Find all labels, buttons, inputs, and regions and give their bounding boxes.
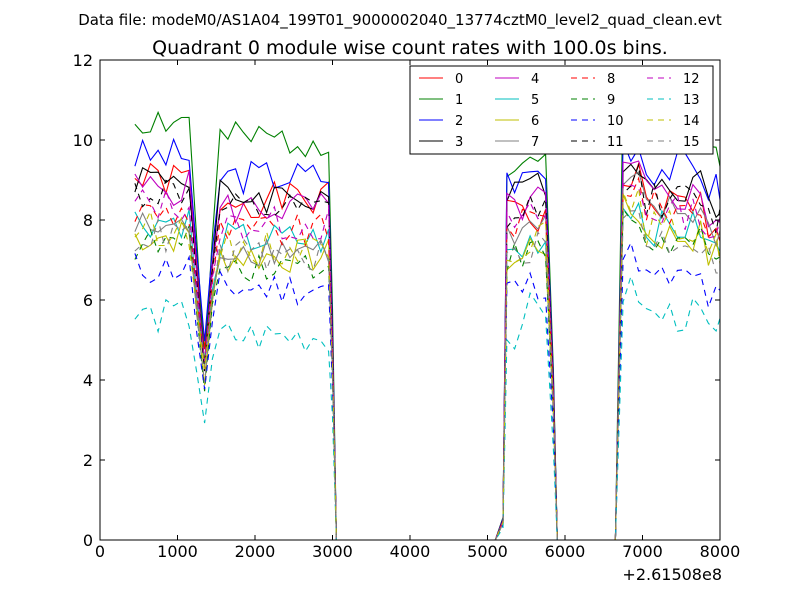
legend-label-6: 6 <box>531 114 539 129</box>
y-tick-label: 8 <box>83 211 93 230</box>
x-offset-label: +2.61508e8 <box>622 565 722 584</box>
series-line-12 <box>134 183 721 541</box>
legend-label-8: 8 <box>607 72 615 87</box>
legend-label-1: 1 <box>455 93 463 108</box>
series-line-11 <box>134 163 721 541</box>
chart-title: Quadrant 0 module wise count rates with … <box>152 37 668 59</box>
y-tick-label: 2 <box>83 451 93 470</box>
legend-label-11: 11 <box>607 135 624 150</box>
legend-label-4: 4 <box>531 72 539 87</box>
legend-label-14: 14 <box>683 114 700 129</box>
series-line-10 <box>134 241 721 541</box>
y-tick-label: 10 <box>73 131 93 150</box>
legend-label-7: 7 <box>531 135 539 150</box>
legend-label-0: 0 <box>455 72 463 87</box>
data-file-suptitle: Data file: modeM0/AS1A04_199T01_90000020… <box>78 11 722 30</box>
plot-lines <box>134 89 721 541</box>
legend-label-10: 10 <box>607 114 624 129</box>
legend-label-3: 3 <box>455 135 463 150</box>
legend-label-9: 9 <box>607 93 615 108</box>
y-tick-label: 6 <box>83 291 93 310</box>
x-tick-label: 4000 <box>390 542 431 561</box>
x-tick-label: 7000 <box>622 542 663 561</box>
legend-label-15: 15 <box>683 135 700 150</box>
series-line-15 <box>134 210 720 541</box>
series-line-14 <box>134 188 721 541</box>
legend-label-13: 13 <box>683 93 700 108</box>
x-tick-label: 1000 <box>157 542 198 561</box>
y-tick-label: 0 <box>83 531 93 550</box>
x-tick-label: 8000 <box>700 542 741 561</box>
x-tick-label: 3000 <box>312 542 353 561</box>
legend-label-12: 12 <box>683 72 700 87</box>
series-line-2 <box>134 137 721 541</box>
series-line-4 <box>134 160 721 541</box>
x-axis: 0 1000 2000 3000 4000 5000 6000 7000 8000 <box>95 60 740 561</box>
x-tick-label: 2000 <box>235 542 276 561</box>
x-tick-label: 5000 <box>467 542 508 561</box>
y-tick-label: 12 <box>73 51 93 70</box>
x-tick-label: 6000 <box>545 542 586 561</box>
series-line-13 <box>134 274 721 541</box>
legend-frame <box>409 65 714 155</box>
legend-label-5: 5 <box>531 93 539 108</box>
series-line-5 <box>134 201 721 541</box>
legend-label-2: 2 <box>455 114 463 129</box>
y-tick-label: 4 <box>83 371 93 390</box>
x-tick-label: 0 <box>95 542 105 561</box>
series-line-8 <box>134 176 721 541</box>
